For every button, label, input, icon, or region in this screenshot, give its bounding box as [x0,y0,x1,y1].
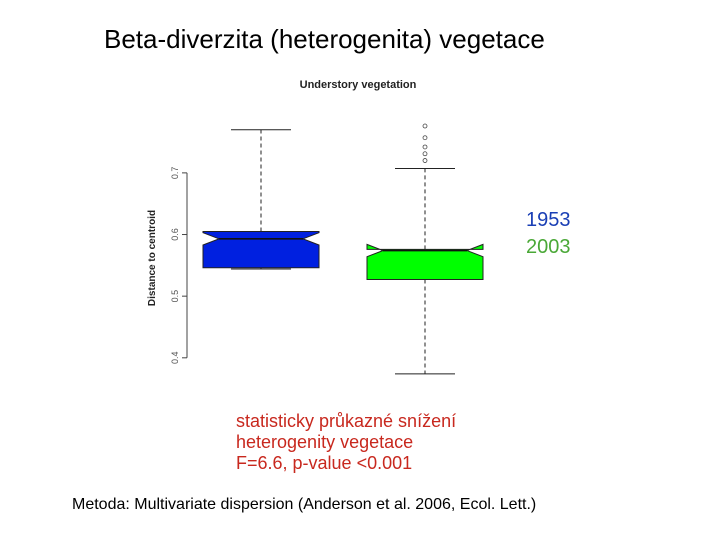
method-note: Metoda: Multivariate dispersion (Anderso… [72,496,537,513]
outlier-point [422,158,428,163]
notched-box [202,230,320,269]
outlier-point [422,151,428,157]
outlier-point [422,123,428,129]
outlier-point [422,144,428,150]
outlier-point [422,135,428,141]
y-tick-label: 0.5 [170,290,180,303]
y-tick-label: 0.7 [170,167,180,180]
box-1953 [202,129,320,270]
box-2003 [366,123,484,375]
slide-title: Beta-diverzita (heterogenita) vegetace [104,24,545,54]
y-tick-label: 0.6 [170,228,180,241]
legend: 1953 2003 [526,207,571,261]
legend-item-1953: 1953 [526,209,571,231]
result-line-statistics: F=6.6, p-value <0.001 [236,453,413,473]
chart-title: Understory vegetation [300,79,417,91]
result-line-significance: statisticky průkazné snížení [236,411,457,431]
legend-item-2003: 2003 [526,236,571,258]
y-axis-label: Distance to centroid [147,210,158,306]
notched-box [366,243,484,281]
result-line-heterogeneity: heterogenity vegetace [236,432,414,452]
y-tick-label: 0.4 [170,352,180,365]
boxplot-svg: Understory vegetation Distance to centro… [147,79,484,375]
result-text: statisticky průkazné snížení heterogenit… [236,411,456,474]
boxplot-chart: Understory vegetation Distance to centro… [140,62,518,402]
